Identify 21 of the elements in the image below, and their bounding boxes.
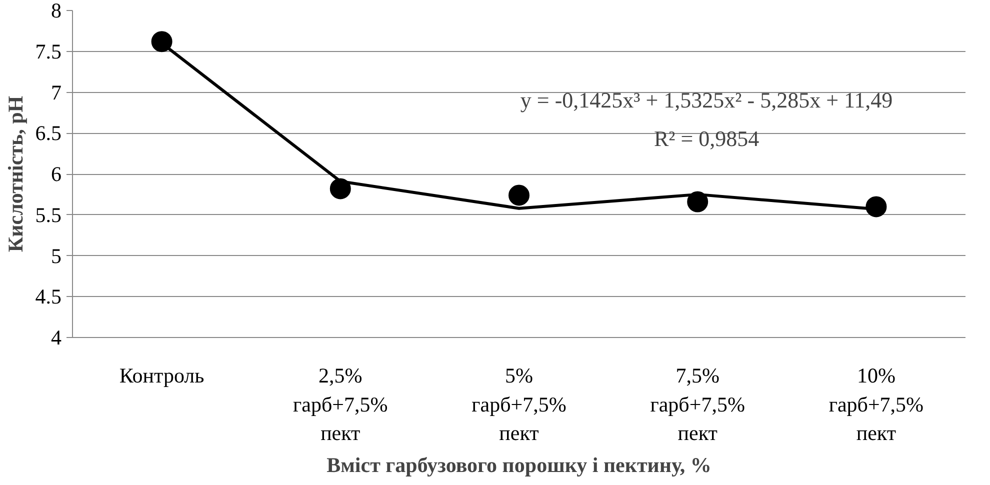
annotation: y = -0,1425x³ + 1,5325x² - 5,285x + 11,49 — [520, 88, 893, 113]
y-tick-label: 6 — [51, 162, 62, 186]
x-axis-title: Вміст гарбузового порошку і пектину, % — [326, 453, 712, 478]
point — [151, 31, 172, 52]
point — [508, 184, 530, 206]
y-tick-label: 6.5 — [35, 121, 62, 146]
y-tick-label: 4 — [51, 326, 62, 350]
y-tick-label: 7.5 — [35, 39, 62, 64]
x-tick-label: 10% гарб+7,5% пект — [828, 364, 924, 446]
y-tick-label: 4.5 — [35, 284, 62, 309]
point — [866, 196, 887, 218]
annotation: R² = 0,9854 — [654, 126, 760, 152]
x-tick-label: 2,5% гарб+7,5% пект — [293, 364, 388, 446]
y-tick-label: 8 — [51, 0, 62, 22]
y-axis-title: Кислотність, pH — [3, 96, 28, 252]
y-tick-label: 5.5 — [35, 202, 62, 227]
x-tick-label: 7,5% гарб+7,5% пект — [650, 364, 745, 446]
y-tick-label: 7 — [51, 80, 62, 104]
x-tick-label: Контроль — [119, 364, 204, 388]
y-tick-label: 5 — [51, 244, 62, 268]
x-tick-label: 5% гарб+7,5% пект — [472, 364, 566, 446]
